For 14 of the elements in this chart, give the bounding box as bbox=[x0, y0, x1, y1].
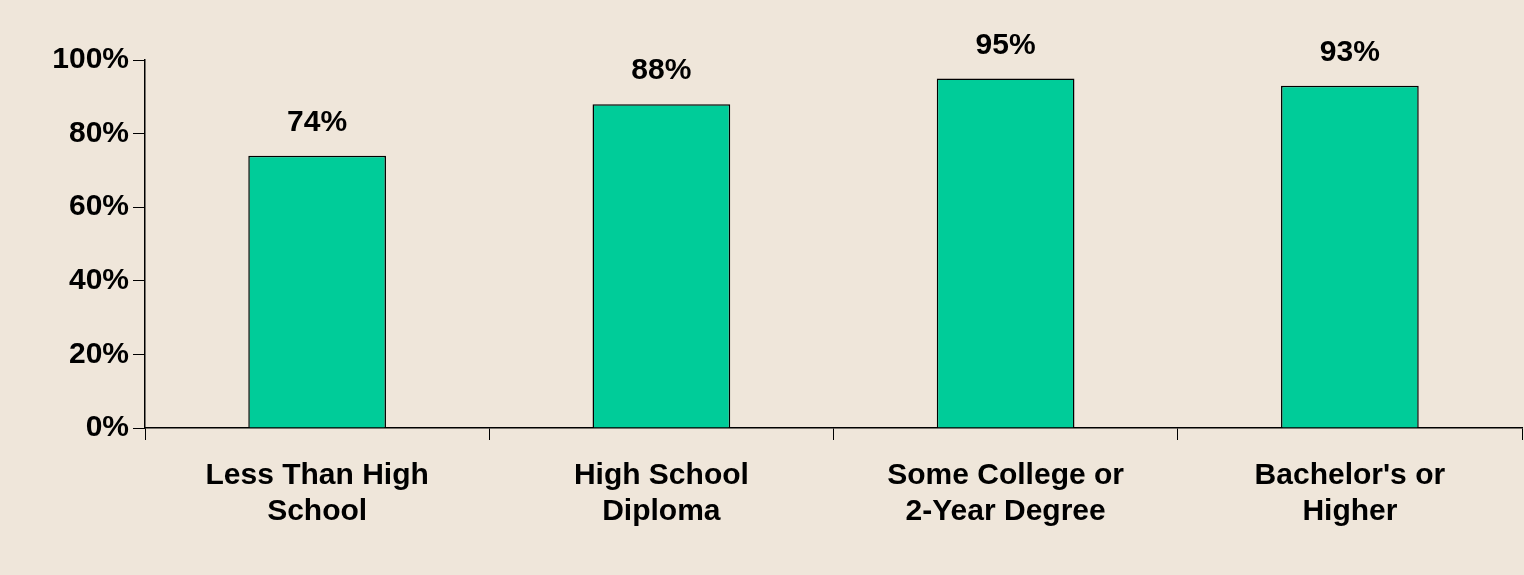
y-tick-label: 100% bbox=[52, 41, 129, 75]
x-tick-label: Less Than High School bbox=[205, 457, 429, 527]
y-tick-label: 40% bbox=[68, 262, 129, 296]
data-label: 88% bbox=[631, 52, 692, 86]
y-tick-label: 80% bbox=[68, 114, 129, 148]
x-tick-label: High School Diploma bbox=[573, 457, 749, 527]
data-label: 74% bbox=[287, 103, 348, 137]
x-tick-label: Bachelor's or Higher bbox=[1254, 457, 1446, 527]
y-tick-label: 20% bbox=[68, 335, 129, 369]
data-label: 93% bbox=[1319, 34, 1380, 68]
y-tick-label: 60% bbox=[68, 188, 129, 222]
data-label: 95% bbox=[975, 26, 1036, 60]
y-tick-label: 0% bbox=[85, 409, 129, 443]
x-tick-label: Some College or 2-Year Degree bbox=[887, 457, 1125, 527]
